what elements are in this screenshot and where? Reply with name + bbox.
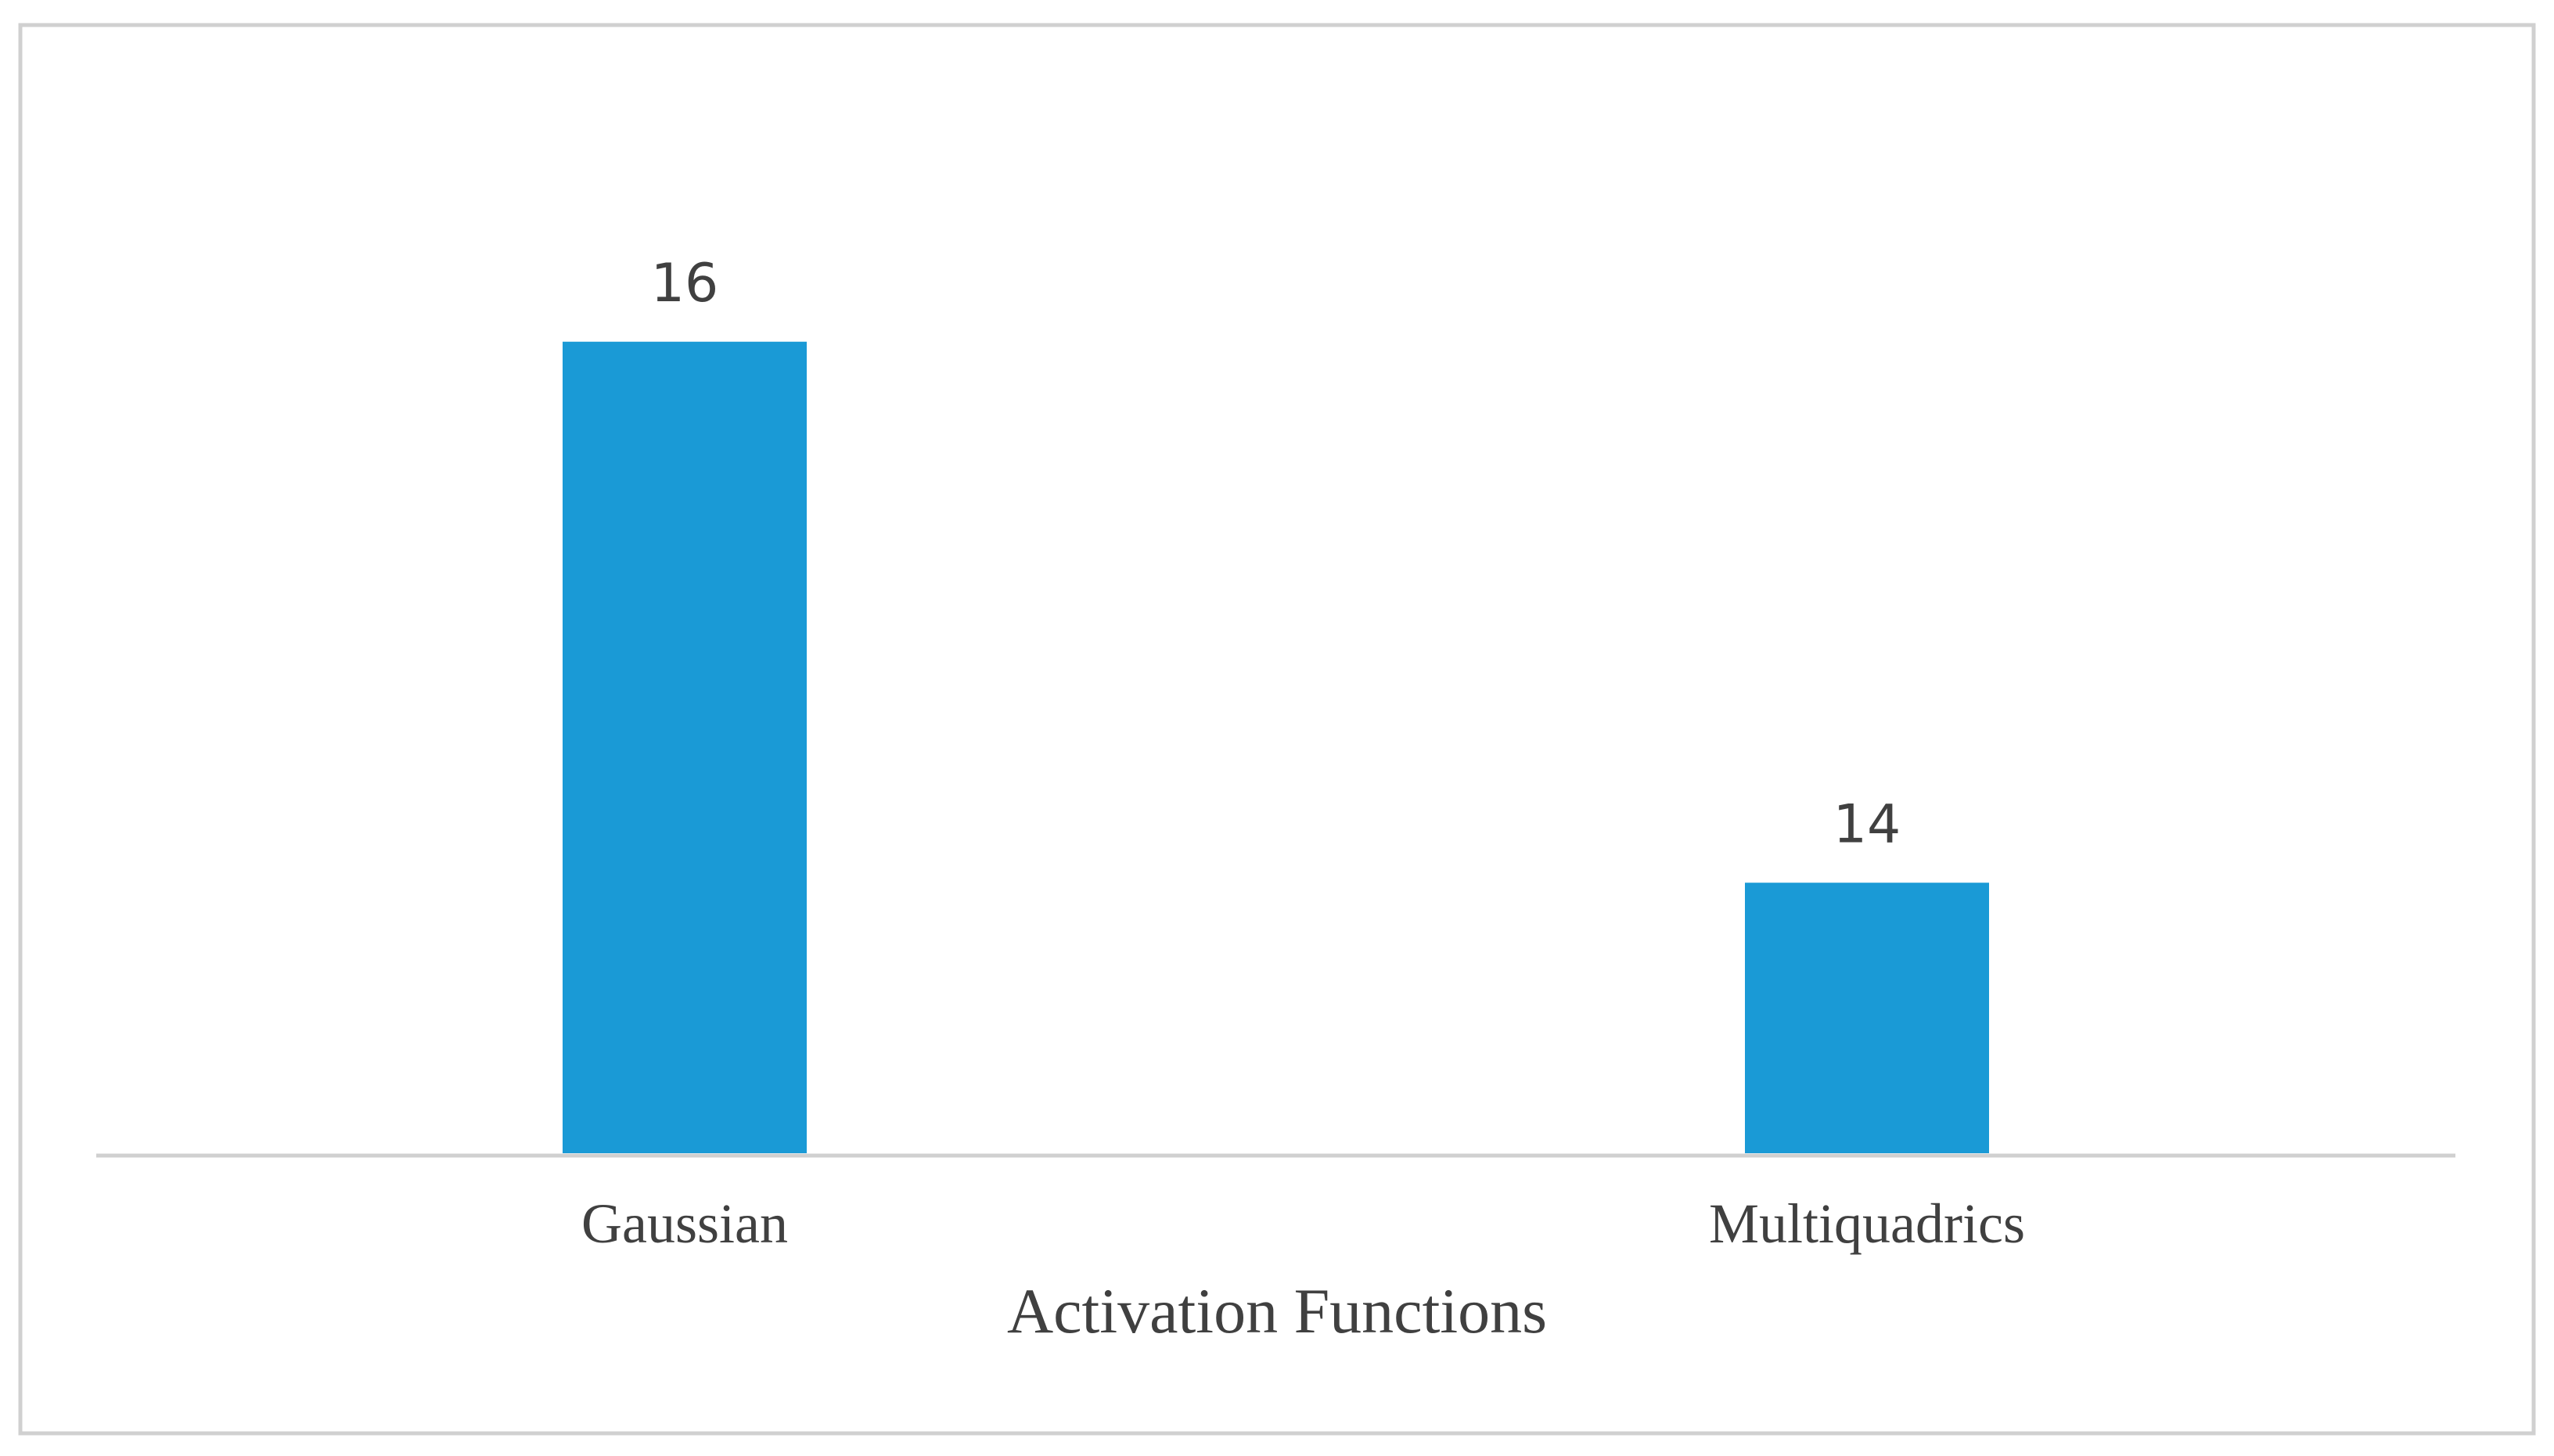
bar-multiquadrics — [1745, 883, 1989, 1153]
x-axis-title: Activation Functions — [1007, 1275, 1547, 1346]
data-label-gaussian: 16 — [651, 253, 719, 315]
labels-layer: 16 Gaussian 14 Multiquadrics — [581, 253, 2025, 1255]
data-label-multiquadrics: 14 — [1833, 793, 1901, 855]
bar-gaussian — [563, 341, 807, 1153]
x-tick-label-gaussian: Gaussian — [581, 1192, 788, 1255]
chart-border — [18, 23, 2536, 1436]
x-tick-label-multiquadrics: Multiquadrics — [1709, 1192, 2025, 1255]
bars-layer — [563, 341, 1989, 1153]
